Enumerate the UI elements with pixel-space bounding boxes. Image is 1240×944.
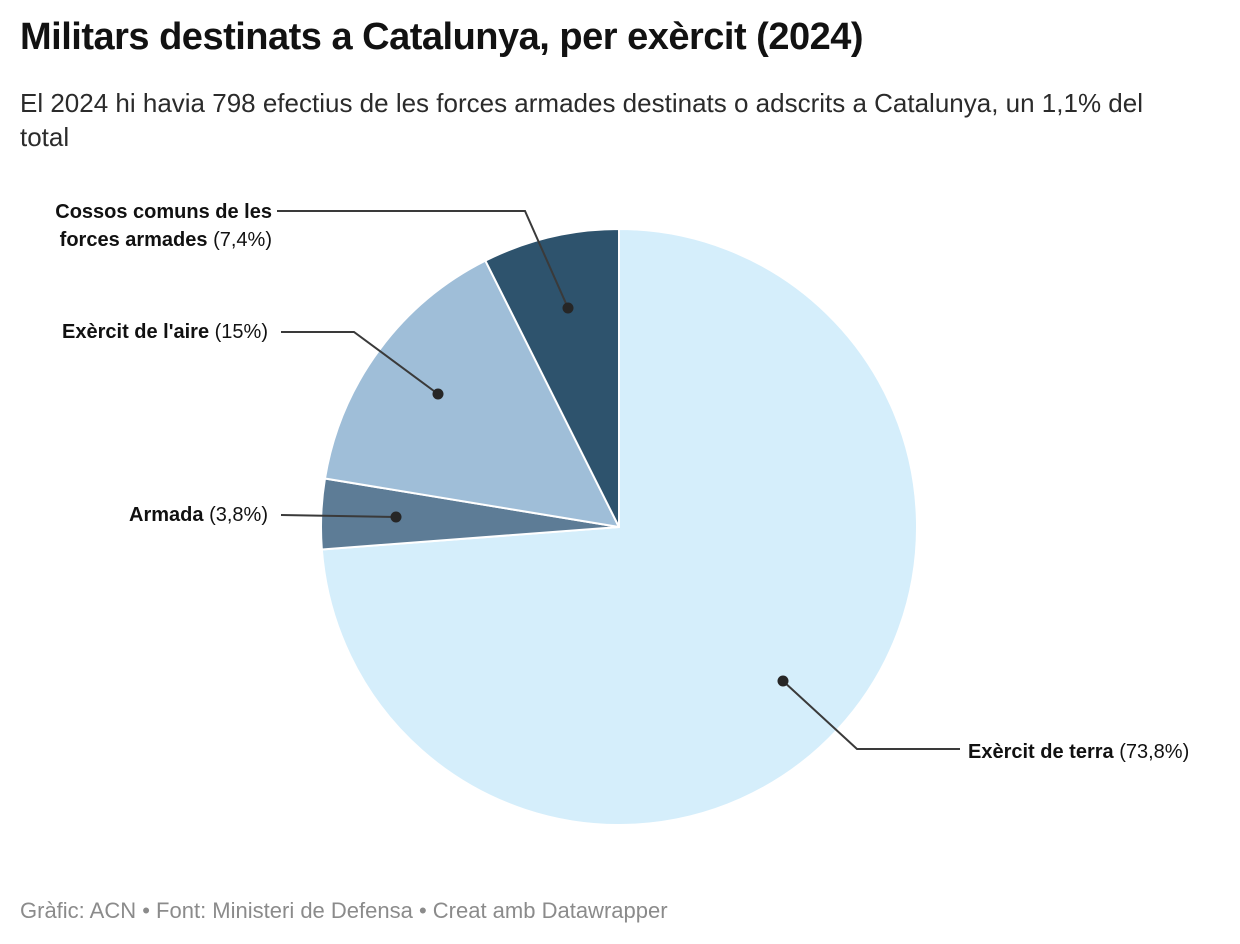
slice-percent: (7,4%) xyxy=(213,229,272,251)
slice-name: Exèrcit de terra xyxy=(968,741,1114,763)
chart-title: Militars destinats a Catalunya, per exèr… xyxy=(20,16,864,58)
slice-name: Exèrcit de l'aire xyxy=(62,321,210,343)
leader-dot-3 xyxy=(562,302,574,314)
leader-line-0 xyxy=(782,680,960,750)
slice-name: Armada xyxy=(129,504,204,526)
leader-line-1 xyxy=(280,514,397,518)
pie-slice-3[interactable] xyxy=(484,228,620,528)
slice-percent: (3,8%) xyxy=(209,504,268,526)
slice-percent: (73,8%) xyxy=(1119,741,1190,763)
slice-label-exercit-aire: Exèrcit de l'aire (15%) xyxy=(62,318,268,346)
slice-percent: (15%) xyxy=(214,321,268,343)
leader-dot-2 xyxy=(432,388,444,400)
slice-label-cossos-comuns: Cossos comuns de les forces armades (7,4… xyxy=(12,198,272,254)
attribution-footer: Gràfic: ACN • Font: Ministeri de Defensa… xyxy=(20,898,668,923)
chart-subtitle: El 2024 hi havia 798 efectius de les for… xyxy=(20,88,1143,152)
slice-name: Cossos comuns de les forces armades xyxy=(55,201,272,251)
leader-dot-1 xyxy=(390,511,402,523)
leader-line-3 xyxy=(277,210,569,309)
leader-line-2 xyxy=(281,331,439,395)
slice-label-exercit-terra: Exèrcit de terra (73,8%) xyxy=(968,738,1189,766)
slice-label-armada: Armada (3,8%) xyxy=(129,501,268,529)
leader-dot-0 xyxy=(777,675,789,687)
